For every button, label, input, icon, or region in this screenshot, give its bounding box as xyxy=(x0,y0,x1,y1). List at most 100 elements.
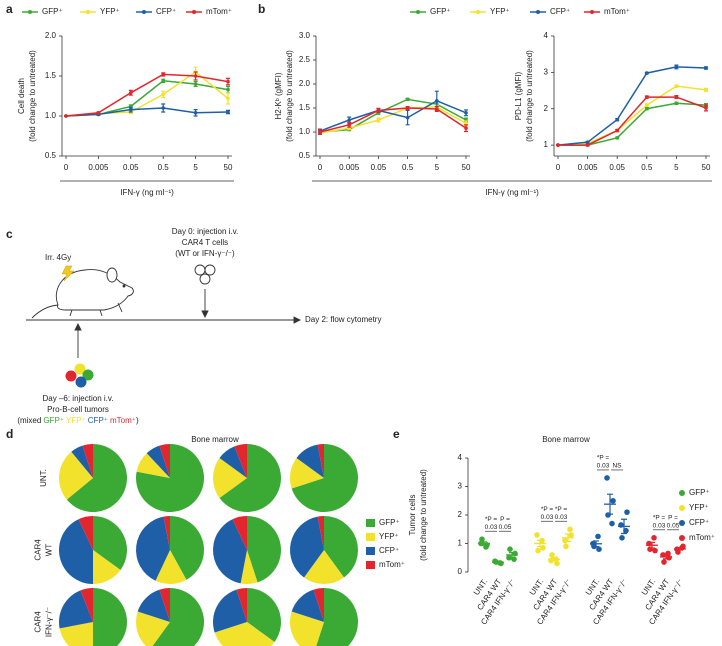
row-label: UNT. xyxy=(39,469,48,487)
data-point xyxy=(464,126,468,130)
pie-slice xyxy=(313,588,324,622)
y-axis-label: (fold change to untreated) xyxy=(28,50,37,142)
error-bar xyxy=(649,541,655,549)
x-tick-label: 5 xyxy=(193,163,198,172)
y-tick-label: 2 xyxy=(458,510,463,519)
pie-slice xyxy=(324,516,359,578)
data-point xyxy=(161,92,165,97)
x-axis-label: IFN-γ (ng ml⁻¹) xyxy=(485,188,539,197)
data-point xyxy=(226,87,230,92)
pie-slice xyxy=(247,516,281,583)
data-point xyxy=(624,509,630,515)
x-tick-label: 0.005 xyxy=(88,163,109,172)
pie-slice xyxy=(80,588,93,622)
data-point xyxy=(479,536,485,543)
panel-label: c xyxy=(6,227,13,241)
y-tick-label: 1.0 xyxy=(299,127,311,136)
x-tick-label: 5 xyxy=(435,163,440,172)
data-point xyxy=(554,560,560,567)
legend-dot xyxy=(590,10,594,14)
y-axis-label: PD-L1 (gMFI) xyxy=(514,71,523,120)
pie-slice xyxy=(71,445,93,478)
pie-slice xyxy=(290,611,324,646)
data-point xyxy=(615,128,619,133)
p-value: P = xyxy=(668,515,678,522)
legend-text: CFP⁺ xyxy=(550,7,570,16)
schematic xyxy=(26,264,302,358)
pie-slice xyxy=(159,444,170,478)
pie-slice xyxy=(212,589,247,633)
series-line xyxy=(319,107,467,133)
pie-slice xyxy=(93,516,127,570)
panel-label: e xyxy=(393,427,400,441)
data-point xyxy=(615,117,619,122)
legend-text: mTom⁺ xyxy=(110,416,136,425)
diagram-text: ) xyxy=(136,416,139,425)
pie-slice xyxy=(93,588,127,646)
legend-dot xyxy=(679,505,685,511)
data-point xyxy=(96,111,101,115)
legend-text: YFP⁺ xyxy=(100,7,120,16)
x-tick-label: 0 xyxy=(556,163,561,172)
x-tick-label: 50 xyxy=(462,163,471,172)
y-axis-label: (fold change to untreated) xyxy=(285,50,294,142)
data-point xyxy=(161,72,165,77)
diagram-text: Irr. 4Gy xyxy=(45,253,71,262)
y-axis-label: Cell death xyxy=(17,78,26,114)
data-point xyxy=(674,65,679,69)
p-value: *P = xyxy=(597,455,610,462)
t-cell xyxy=(204,264,216,276)
y-tick-label: 1 xyxy=(458,539,463,548)
pie-slice xyxy=(219,446,247,478)
legend-dot xyxy=(679,535,685,541)
arrow-head xyxy=(293,316,302,324)
error-bar xyxy=(607,493,613,515)
pie-slice xyxy=(214,622,275,646)
y-tick-label: 1.5 xyxy=(45,71,57,80)
error-bar xyxy=(509,552,515,558)
data-point xyxy=(596,546,602,552)
legend-text: CFP⁺ xyxy=(379,546,399,555)
data-point xyxy=(609,520,615,527)
legend-text: GFP⁺ xyxy=(42,7,63,16)
pie-slice xyxy=(304,550,344,584)
data-point xyxy=(645,103,649,107)
pie-slice xyxy=(213,519,247,584)
legend-text: CFP⁺ xyxy=(156,7,176,16)
y-axis-label: (fold change to untreated) xyxy=(525,50,534,142)
data-point xyxy=(318,130,322,134)
data-point xyxy=(376,118,381,122)
legend-text: YFP⁺ xyxy=(379,532,399,541)
data-point xyxy=(435,99,439,103)
data-point xyxy=(674,101,679,106)
tumor-cell xyxy=(65,370,77,382)
legend-dot xyxy=(679,490,685,496)
y-tick-label: 2.5 xyxy=(299,55,311,64)
tumor-cell xyxy=(74,363,86,375)
p-value: *P = xyxy=(555,506,568,513)
y-axis-label: Tumor cells xyxy=(408,494,417,535)
data-point xyxy=(226,110,230,114)
diagram-text: Day 0: injection i.v. xyxy=(172,227,239,236)
mouse-legs xyxy=(69,302,123,317)
data-point xyxy=(64,114,68,118)
y-tick-label: 1.5 xyxy=(299,103,311,112)
pie-slice xyxy=(291,589,324,622)
data-point xyxy=(226,96,230,101)
data-point xyxy=(193,111,198,115)
p-value: 0.03 xyxy=(555,514,568,521)
data-point xyxy=(604,475,610,481)
series-line xyxy=(558,102,707,146)
legend-text: GFP⁺ xyxy=(43,416,64,425)
data-point xyxy=(226,79,230,84)
legend-swatch xyxy=(366,533,375,541)
y-tick-label: 0.5 xyxy=(299,151,311,160)
data-point xyxy=(405,106,410,110)
error-bar xyxy=(481,541,487,546)
data-point xyxy=(161,79,165,83)
p-value: *P = xyxy=(541,506,554,513)
legend-text: GFP⁺ xyxy=(430,7,451,16)
p-value: 0.03 xyxy=(541,514,554,521)
legend-text: YFP⁺ xyxy=(490,7,510,16)
